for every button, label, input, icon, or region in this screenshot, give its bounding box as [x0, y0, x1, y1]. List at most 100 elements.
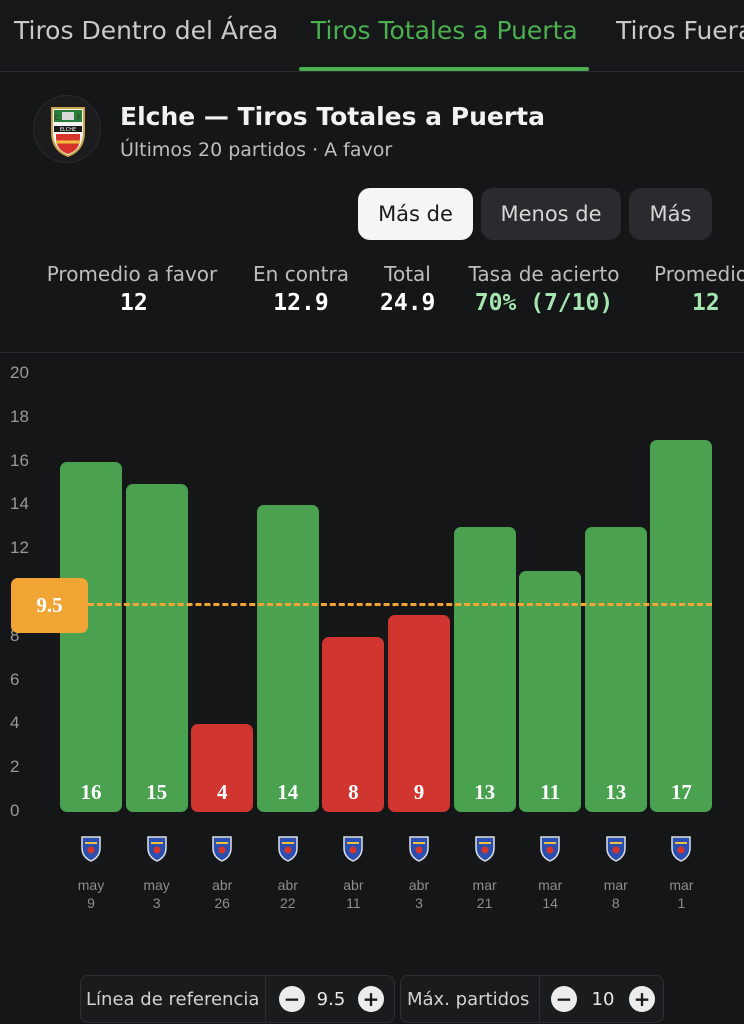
reference-line-label: Línea de referencia	[86, 988, 260, 1010]
stat-label: En contra	[253, 262, 349, 286]
stat-total: Total 24.9	[380, 262, 435, 316]
stat-promedio-a-favor: Promedio a favor 12	[44, 262, 220, 316]
chart-bar[interactable]	[650, 439, 713, 812]
section-divider	[0, 352, 744, 353]
espanyol-crest-icon	[665, 832, 697, 864]
y-tick-label: 8	[10, 625, 20, 645]
y-tick-label: 4	[10, 713, 20, 733]
svg-text:F: F	[77, 114, 81, 122]
matches-value: 10	[591, 988, 615, 1010]
match-day: 26	[214, 895, 230, 911]
match-month: abr	[343, 877, 364, 893]
y-tick-label: 18	[10, 406, 29, 426]
match-day: 3	[415, 895, 423, 911]
match-date: mar 1	[650, 876, 712, 912]
page-title: Elche — Tiros Totales a Puerta	[120, 102, 545, 131]
match-date: mar 8	[585, 876, 647, 912]
chart-bar[interactable]	[256, 505, 319, 812]
stat-value: 24.9	[380, 290, 436, 316]
chart-bar[interactable]	[322, 636, 385, 812]
chart-bar[interactable]	[519, 571, 582, 812]
y-tick-label: 0	[10, 801, 20, 820]
alaves-crest-icon	[75, 832, 107, 864]
celta-crest-icon	[141, 832, 173, 864]
reference-line-badge[interactable]: 9.5	[11, 578, 88, 633]
match-date: mar 21	[454, 876, 516, 912]
tab-tiros-fuera[interactable]: Tiros Fuera	[616, 16, 744, 45]
stat-label: Promedio	[654, 262, 744, 286]
reference-increase-button[interactable]: +	[358, 986, 384, 1012]
match-month: abr	[277, 877, 298, 893]
matches-decrease-button[interactable]: −	[551, 986, 577, 1012]
match-month: may	[143, 877, 170, 893]
matches-increase-button[interactable]: +	[629, 986, 655, 1012]
active-tab-indicator	[299, 67, 589, 71]
stat-label: Total	[384, 262, 431, 286]
svg-text:C: C	[54, 114, 59, 122]
stat-value: 12	[120, 290, 148, 316]
control-divider	[265, 976, 266, 1022]
match-day: 22	[280, 895, 296, 911]
valencia-crest-icon	[337, 832, 369, 864]
match-date: abr 26	[191, 876, 253, 912]
reference-line-control: Línea de referencia − 9.5 +	[80, 975, 395, 1023]
tab-bar: Tiros Dentro del Área Tiros Totales a Pu…	[0, 0, 744, 72]
stat-tasa-de-acierto: Tasa de acierto 70% (7/10)	[463, 262, 625, 316]
bar-value-label: 16	[80, 780, 102, 804]
stat-promedio: Promedio 12	[654, 262, 744, 316]
stat-value: 12.9	[273, 290, 329, 316]
rayo-crest-icon	[403, 832, 435, 864]
match-day: 1	[677, 895, 686, 911]
svg-text:ELCHE: ELCHE	[60, 127, 76, 133]
elche-crest-icon: ELCHE C F	[33, 95, 101, 163]
chart-bar[interactable]	[453, 527, 516, 812]
match-date: abr 3	[388, 876, 450, 912]
match-date: may 9	[60, 876, 122, 912]
filter-menos-de-button[interactable]: Menos de	[481, 188, 621, 240]
y-tick-label: 20	[10, 363, 29, 382]
max-matches-control: Máx. partidos − 10 +	[400, 975, 664, 1023]
reference-line	[88, 602, 712, 606]
tab-tiros-dentro-area[interactable]: Tiros Dentro del Área	[14, 16, 279, 45]
bar-value-label: 11	[540, 780, 561, 804]
chart-bar[interactable]	[388, 614, 450, 812]
oviedo-crest-icon	[206, 832, 238, 864]
max-matches-label: Máx. partidos	[407, 988, 530, 1010]
match-day: 3	[152, 895, 161, 911]
match-month: mar	[669, 877, 694, 893]
chart-bar[interactable]	[584, 527, 647, 812]
match-date: abr 22	[257, 876, 319, 912]
filter-mas-button[interactable]: Más	[629, 188, 712, 240]
match-month: may	[77, 877, 105, 893]
y-tick-label: 6	[10, 669, 20, 689]
match-month: mar	[472, 877, 497, 893]
match-day: 14	[542, 895, 558, 911]
bar-value-label: 4	[216, 780, 228, 804]
y-tick-label: 2	[10, 757, 20, 777]
match-date: may 3	[126, 876, 188, 912]
match-month: abr	[212, 877, 233, 893]
match-day: 9	[87, 895, 95, 911]
reference-decrease-button[interactable]: −	[279, 986, 305, 1012]
match-date: mar 14	[519, 876, 581, 912]
filter-mas-de-button[interactable]: Más de	[358, 188, 473, 240]
stat-value: 12	[692, 290, 720, 316]
page-subtitle: Últimos 20 partidos · A favor	[120, 139, 393, 161]
y-tick-label: 14	[10, 494, 29, 514]
tab-tiros-totales-puerta[interactable]: Tiros Totales a Puerta	[311, 16, 578, 45]
match-month: mar	[603, 877, 628, 893]
mallorca-crest-icon	[469, 832, 501, 864]
chart-bar[interactable]	[125, 483, 188, 812]
stat-value: 70% (7/10)	[474, 290, 614, 316]
y-tick-label: 16	[10, 450, 29, 470]
bar-value-label: 17	[670, 780, 692, 804]
match-day: 21	[476, 895, 493, 911]
match-day: 8	[611, 895, 620, 911]
match-month: abr	[408, 877, 430, 893]
match-day: 11	[346, 895, 361, 911]
chart-bar[interactable]	[60, 461, 122, 812]
chart-bar[interactable]	[191, 724, 254, 812]
y-tick-label: 12	[10, 538, 29, 558]
bar-value-label: 14	[277, 780, 299, 804]
stat-label: Tasa de acierto	[468, 262, 620, 286]
